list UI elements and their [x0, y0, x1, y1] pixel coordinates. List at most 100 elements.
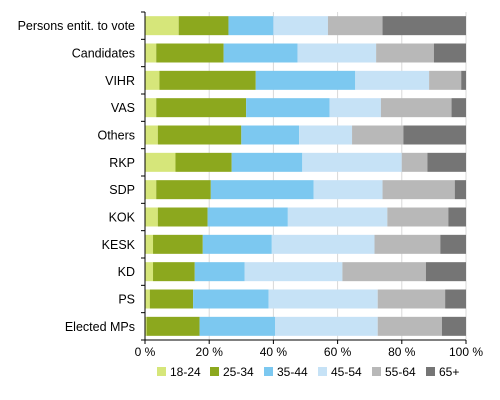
x-tick-label: 60 %: [324, 345, 352, 359]
bar-segment-25-34: [153, 234, 203, 254]
bar-segment-45-54: [302, 152, 402, 172]
bar-segment-65: [445, 289, 466, 309]
category-label: VIHR: [105, 74, 135, 88]
bar-segment-55-64: [387, 207, 449, 227]
bars: [145, 16, 466, 336]
bar-segment-35-44: [199, 316, 276, 336]
bar-segment-18-24: [145, 152, 176, 172]
bar-segment-25-34: [156, 180, 211, 200]
bar-segment-65: [425, 262, 466, 282]
category-label: Persons entit. to vote: [18, 19, 135, 33]
bar-segment-25-34: [157, 125, 242, 145]
bar-segment-18-24: [145, 234, 154, 254]
bar-segment-25-34: [146, 316, 200, 336]
legend-label: 18-24: [170, 365, 201, 379]
bar-segment-55-64: [377, 316, 442, 336]
bar-segment-45-54: [273, 16, 328, 36]
bar-segment-65: [427, 152, 466, 172]
bar-segment-65: [461, 70, 466, 90]
bar-segment-18-24: [145, 125, 158, 145]
legend-swatch-25-34: [210, 367, 219, 376]
bar-segment-55-64: [327, 16, 383, 36]
legend: 18-24 25-34 35-44 45-54 55-64 65+: [157, 365, 459, 379]
bar-segment-35-44: [228, 16, 274, 36]
legend-swatch-35-44: [264, 367, 273, 376]
bar-segment-65: [382, 16, 466, 36]
legend-label: 45-54: [331, 365, 362, 379]
bar-segment-25-34: [149, 289, 194, 309]
x-tick-label: 80 %: [388, 345, 416, 359]
bar-segment-18-24: [145, 98, 157, 118]
bar-segment-18-24: [145, 316, 147, 336]
axes: 0 % 20 % 40 % 60 % 80 % 100 % Persons entit. t…: [18, 11, 483, 359]
bar-segment-35-44: [194, 262, 245, 282]
category-label: Candidates: [72, 47, 135, 61]
bar-segment-55-64: [377, 289, 446, 309]
legend-swatch-45-54: [318, 367, 327, 376]
bar-segment-55-64: [376, 43, 434, 63]
bar-segment-18-24: [145, 43, 157, 63]
category-label: KOK: [109, 211, 136, 225]
bar-segment-18-24: [145, 16, 179, 36]
x-tick-label: 20 %: [196, 345, 224, 359]
bar-segment-25-34: [157, 207, 208, 227]
category-label: KD: [118, 265, 135, 279]
bar-segment-45-54: [299, 125, 353, 145]
category-label: PS: [118, 293, 135, 307]
bar-segment-55-64: [382, 180, 455, 200]
bar-segment-45-54: [271, 234, 375, 254]
bar-segment-65: [403, 125, 466, 145]
bar-segment-55-64: [352, 125, 404, 145]
bar-segment-35-44: [241, 125, 300, 145]
bar-segment-65: [441, 316, 466, 336]
bar-segment-25-34: [178, 16, 229, 36]
legend-label: 55-64: [385, 365, 416, 379]
bar-segment-45-54: [355, 70, 430, 90]
bar-segment-18-24: [145, 207, 158, 227]
bar-segment-35-44: [223, 43, 298, 63]
bar-segment-65: [433, 43, 466, 63]
bar-segment-35-44: [231, 152, 303, 172]
bar-segment-18-24: [145, 70, 160, 90]
legend-swatch-55-64: [372, 367, 381, 376]
bar-segment-25-34: [175, 152, 232, 172]
legend-label: 25-34: [223, 365, 254, 379]
bar-segment-45-54: [297, 43, 377, 63]
bar-segment-18-24: [145, 289, 150, 309]
bar-segment-35-44: [246, 98, 330, 118]
bar-segment-35-44: [210, 180, 314, 200]
category-label: KESK: [102, 238, 136, 252]
bar-segment-25-34: [156, 98, 247, 118]
bar-segment-25-34: [159, 70, 256, 90]
x-tick-label: 0 %: [135, 345, 156, 359]
bar-segment-18-24: [145, 180, 157, 200]
bar-segment-35-44: [207, 207, 288, 227]
bar-segment-65: [440, 234, 466, 254]
x-tick-label: 40 %: [260, 345, 288, 359]
category-label: RKP: [109, 156, 135, 170]
category-label: Elected MPs: [65, 320, 135, 334]
bar-segment-55-64: [374, 234, 441, 254]
legend-swatch-18-24: [157, 367, 166, 376]
legend-label: 65+: [439, 365, 459, 379]
bar-segment-55-64: [401, 152, 428, 172]
bar-segment-65: [454, 180, 466, 200]
bar-segment-35-44: [255, 70, 356, 90]
bar-segment-55-64: [342, 262, 426, 282]
bar-segment-45-54: [287, 207, 388, 227]
bar-segment-65: [448, 207, 466, 227]
bar-segment-25-34: [156, 43, 224, 63]
gridlines: [208, 12, 467, 340]
x-tick-label: 100 %: [449, 345, 483, 359]
bar-segment-55-64: [429, 70, 462, 90]
bar-segment-45-54: [313, 180, 383, 200]
bar-segment-25-34: [153, 262, 195, 282]
legend-swatch-65: [426, 367, 435, 376]
bar-segment-45-54: [244, 262, 343, 282]
bar-segment-35-44: [202, 234, 272, 254]
legend-label: 35-44: [277, 365, 308, 379]
bar-segment-18-24: [145, 262, 154, 282]
bar-segment-45-54: [268, 289, 378, 309]
bar-segment-45-54: [329, 98, 381, 118]
